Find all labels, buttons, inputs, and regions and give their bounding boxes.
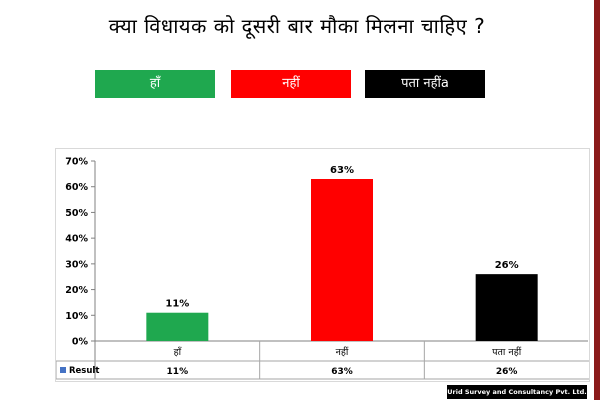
bar-2 xyxy=(311,179,373,341)
chart-frame: 0% 10% 20% 30% 40% 50% 60% 70% 11% हॉं 11% 63% नहीं 6… xyxy=(55,148,590,382)
legend-box-no: नहीं xyxy=(231,70,351,98)
right-edge-accent xyxy=(594,0,600,400)
y-tick-label: 40% xyxy=(65,234,88,245)
data-label-1: 11% xyxy=(165,299,189,310)
legend-box-yes: हाँ xyxy=(95,70,215,98)
data-label-3: 26% xyxy=(495,260,519,271)
table-value-1: 11% xyxy=(167,367,189,377)
legend-box-dont-know: पता नहींa xyxy=(365,70,485,98)
table-value-3: 26% xyxy=(496,367,518,377)
table-legend-key xyxy=(60,367,66,373)
data-label-2: 63% xyxy=(330,165,354,176)
x-category-label-3: पता नहीं xyxy=(492,346,522,358)
table-value-2: 63% xyxy=(331,367,353,377)
footer-brand: Urid Survey and Consultancy Pvt. Ltd. xyxy=(447,385,587,399)
y-tick-label: 70% xyxy=(65,157,88,168)
y-tick-label: 0% xyxy=(72,337,89,348)
y-tick-label: 60% xyxy=(65,182,88,193)
bar-chart: 0% 10% 20% 30% 40% 50% 60% 70% 11% हॉं 11% 63% नहीं 6… xyxy=(56,157,589,380)
y-tick-label: 20% xyxy=(65,285,88,296)
bar-3 xyxy=(475,274,538,341)
y-tick-label: 50% xyxy=(65,208,88,219)
y-tick-label: 30% xyxy=(65,259,88,270)
table-legend-label: Result xyxy=(69,366,99,376)
bar-1 xyxy=(146,312,209,341)
x-category-label-1: हॉं xyxy=(174,346,183,358)
x-category-label-2: नहीं xyxy=(336,346,349,358)
y-tick-label: 10% xyxy=(65,311,88,322)
page-title: क्या विधायक को दूसरी बार मौका मिलना चाहि… xyxy=(108,14,486,38)
